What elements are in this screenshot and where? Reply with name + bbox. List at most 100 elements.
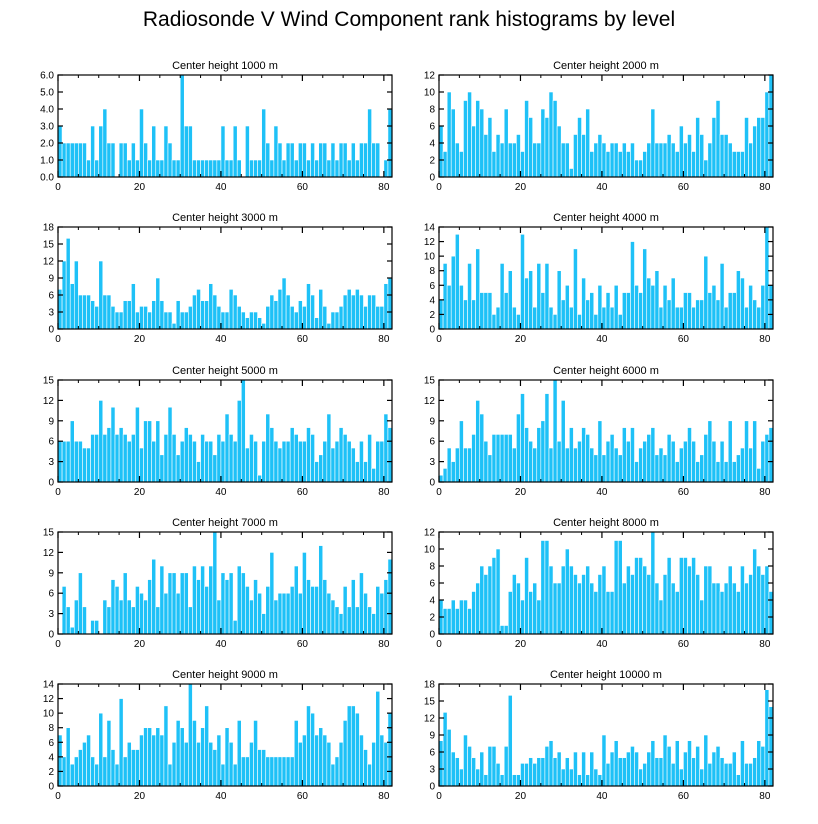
histogram-bar [532, 582, 538, 635]
histogram-bar [703, 734, 709, 787]
histogram-bar [322, 306, 328, 330]
histogram-bar [167, 763, 173, 787]
histogram-bar [383, 413, 389, 483]
histogram-bar [650, 284, 656, 330]
histogram-bar [212, 159, 218, 178]
histogram-bar [147, 159, 152, 178]
histogram-bar [593, 454, 599, 483]
x-tick-label: 60 [678, 487, 690, 498]
histogram-bar [687, 565, 692, 635]
histogram-bar [293, 311, 299, 330]
histogram-bar [204, 586, 210, 635]
histogram-bar [257, 159, 262, 178]
histogram-bar [540, 108, 546, 178]
y-tick-label: 8 [429, 266, 435, 277]
histogram-bar [183, 572, 189, 635]
histogram-bar [330, 311, 336, 330]
histogram-bar [454, 608, 460, 635]
y-tick-label: 6 [429, 579, 435, 590]
histogram-bar [208, 565, 214, 635]
histogram-bar [727, 420, 733, 483]
histogram-bar [674, 591, 680, 635]
histogram-bar [298, 592, 303, 635]
histogram-bar [524, 427, 529, 483]
histogram-bar [573, 248, 578, 330]
histogram-bar [674, 151, 680, 178]
histogram-bar [363, 306, 368, 330]
histogram-bar [487, 454, 493, 483]
histogram-bar [261, 613, 267, 635]
histogram-bar [658, 599, 664, 635]
histogram-bar [175, 592, 181, 635]
histogram-bar [658, 142, 664, 178]
histogram-bar [94, 434, 100, 483]
histogram-bar [638, 447, 643, 483]
histogram-bar [192, 565, 197, 635]
histogram-bar [613, 740, 619, 787]
histogram-bar [589, 151, 595, 178]
histogram-bar [593, 591, 599, 635]
y-tick-label: 15 [424, 697, 436, 708]
histogram-bar [528, 440, 533, 483]
histogram-bar [658, 757, 664, 787]
y-tick-label: 12 [424, 528, 436, 539]
panel-title: Center height 7000 m [172, 517, 278, 529]
histogram-bar [236, 159, 242, 178]
y-tick-label: 18 [424, 680, 436, 691]
histogram-bar [650, 427, 656, 483]
histogram-bar [171, 741, 177, 787]
histogram-bar [192, 440, 197, 483]
histogram-bar [699, 768, 705, 787]
histogram-bar [617, 314, 623, 330]
histogram-bar [86, 159, 91, 178]
y-tick-label: 15 [43, 528, 55, 539]
x-tick-label: 60 [678, 791, 690, 802]
histogram-bar [277, 756, 283, 787]
histogram-bar [650, 531, 656, 635]
histogram-bar [139, 108, 144, 178]
y-tick-label: 2.0 [40, 139, 54, 150]
histogram-bar [748, 574, 753, 635]
histogram-bar [106, 294, 112, 330]
histogram-bar [289, 586, 295, 635]
histogram-bar [236, 306, 242, 330]
histogram-bar [687, 134, 692, 178]
histogram-bar [163, 125, 169, 178]
x-tick-label: 40 [215, 791, 227, 802]
histogram-bar [249, 599, 254, 635]
histogram-bar [363, 461, 368, 483]
histogram-bar [719, 134, 725, 178]
histogram-bar [707, 565, 713, 635]
x-tick-label: 80 [378, 791, 390, 802]
histogram-bar [471, 591, 476, 635]
histogram-bar [524, 557, 529, 635]
histogram-bar [269, 159, 275, 178]
x-tick-label: 0 [436, 182, 442, 193]
histogram-bar [192, 720, 197, 787]
histogram-bar [699, 599, 705, 635]
histogram-panel: Center height 1000 m 0 20 40 60 80 0.0 1.0 2.0 3.… [40, 60, 393, 193]
histogram-bar [479, 565, 485, 635]
histogram-bar [269, 294, 275, 330]
y-tick-label: 6 [429, 748, 435, 759]
histogram-bar [224, 579, 230, 635]
histogram-bar [269, 756, 275, 787]
histogram-bar [544, 117, 550, 178]
histogram-bar [265, 586, 271, 635]
histogram-bar [459, 151, 464, 178]
histogram-bar [204, 159, 210, 178]
x-tick-label: 20 [134, 791, 146, 802]
x-tick-label: 20 [515, 334, 527, 345]
histogram-bar [442, 468, 448, 483]
histogram-bar [552, 757, 558, 787]
x-tick-label: 60 [297, 182, 309, 193]
histogram-bar [106, 606, 112, 635]
histogram-bar [338, 142, 344, 178]
histogram-bar [302, 142, 307, 178]
x-tick-label: 0 [55, 487, 61, 498]
panel-title: Center height 3000 m [172, 212, 278, 224]
histogram-bar [520, 599, 525, 635]
histogram-bar [126, 300, 132, 330]
histogram-bar [383, 741, 389, 787]
